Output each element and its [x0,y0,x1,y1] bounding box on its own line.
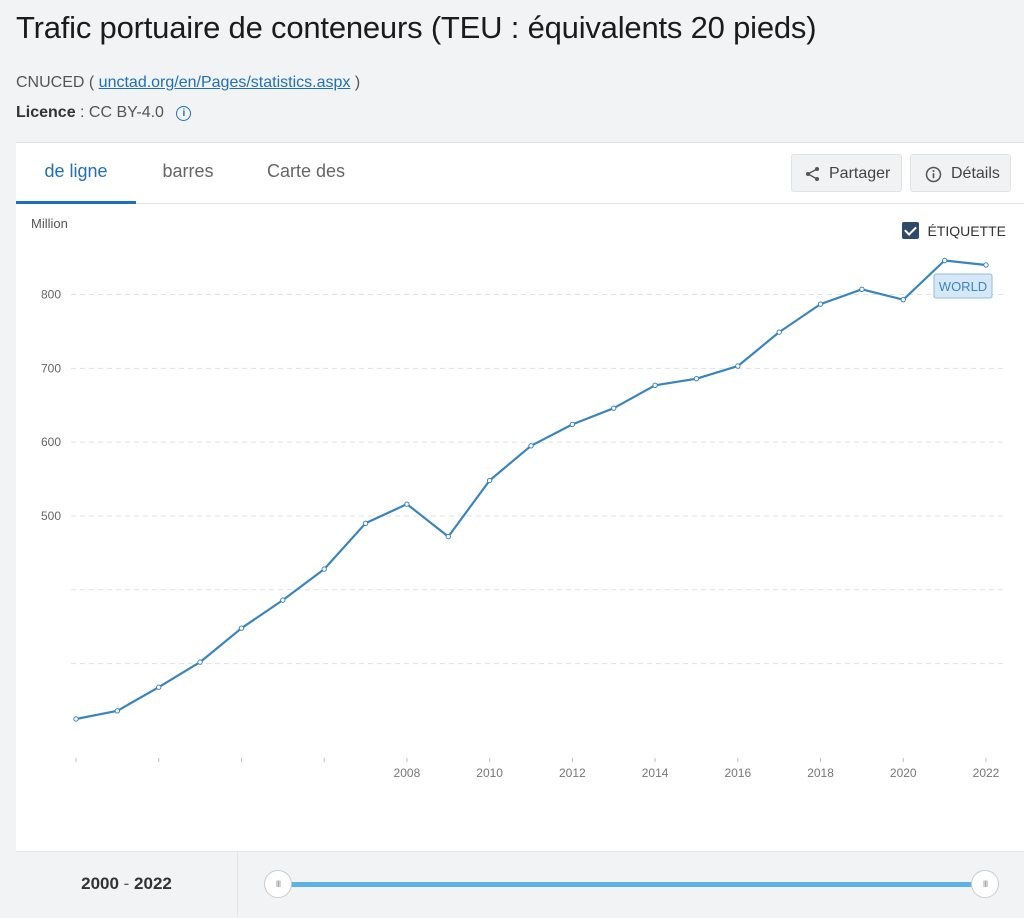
x-tick-label: 2018 [807,766,834,780]
chart-card: de ligne barres Carte des Partager Détai… [16,142,1024,851]
x-tick-label: 2022 [973,766,1000,780]
range-separator: - [118,874,135,893]
range-start: 2000 [81,874,119,893]
series-label: WORLD [939,279,987,294]
share-icon [806,167,819,181]
source-suffix: ) [350,74,361,91]
source-prefix: CNUCED ( [16,74,99,91]
data-point [114,708,121,714]
x-tick-label: 2010 [476,766,503,780]
label-toggle[interactable]: ÉTIQUETTE [902,222,1006,239]
licence-label: Licence [16,104,76,121]
y-tick-label: 700 [41,361,61,375]
range-slider-end-handle[interactable]: III [971,870,999,898]
data-point [528,443,534,449]
data-point [280,597,286,603]
source-link[interactable]: unctad.org/en/Pages/statistics.aspx [98,74,351,91]
y-axis-title: Million [31,216,68,231]
y-tick-label: 600 [41,435,61,449]
details-button[interactable]: Détails [910,154,1011,192]
x-tick-label: 2020 [890,766,917,780]
series-label-box [933,273,993,299]
y-tick-label: 800 [41,288,61,302]
tab-bar: de ligne barres Carte des Partager Détai… [16,143,1024,204]
data-point [156,684,162,690]
series-line [75,259,987,721]
x-tick-label: 2016 [724,766,751,780]
x-tick-label: 2014 [642,766,669,780]
share-button[interactable]: Partager [791,154,902,192]
data-point [983,262,989,268]
licence-value: : CC BY-4.0 [75,104,164,121]
checkbox-checked-icon[interactable] [902,222,920,239]
range-slider-start-handle[interactable]: III [264,870,292,898]
info-icon[interactable]: i [176,106,192,121]
data-point [404,501,410,507]
data-point [817,301,824,307]
data-point [859,286,865,293]
data-point [611,405,617,411]
tab-map[interactable]: Carte des [266,161,346,181]
tab-line[interactable]: de ligne [16,143,136,204]
data-point [197,659,203,665]
data-point [486,477,493,484]
range-end: 2022 [134,874,172,893]
range-slider-track[interactable] [278,882,988,887]
data-point [652,382,658,388]
data-point [900,296,906,303]
chart-area: Million ÉTIQUETTE 500 600 700 800 2008 2010 20… [16,204,1024,851]
x-tick-label: 2012 [559,766,586,780]
source-line: CNUCED ( unctad.org/en/Pages/statistics.… [16,74,360,92]
data-point [321,566,327,572]
data-point [73,716,79,722]
data-point [735,363,741,369]
data-point [362,520,369,527]
label-toggle-text: ÉTIQUETTE [927,222,1006,239]
range-footer: 2000 - 2022 III III [16,851,1024,916]
data-point [693,375,700,382]
page-title: Trafic portuaire de conteneurs (TEU : éq… [16,10,817,45]
data-point [238,625,245,631]
data-point [445,533,451,540]
share-label: Partager [829,165,891,182]
licence-line: Licence : CC BY-4.0 i [16,104,192,122]
line-chart: 500 600 700 800 2008 2010 2012 2014 2016 2018 2020… [41,257,1006,780]
tab-bars[interactable]: barres [162,161,214,181]
data-point [941,257,948,264]
year-range-label: 2000 - 2022 [16,852,238,916]
data-point [569,421,576,428]
y-tick-label: 500 [41,509,61,523]
info-icon [925,166,942,183]
data-point [776,329,782,335]
x-tick-label: 2008 [394,766,421,780]
details-label: Détails [951,165,1000,182]
